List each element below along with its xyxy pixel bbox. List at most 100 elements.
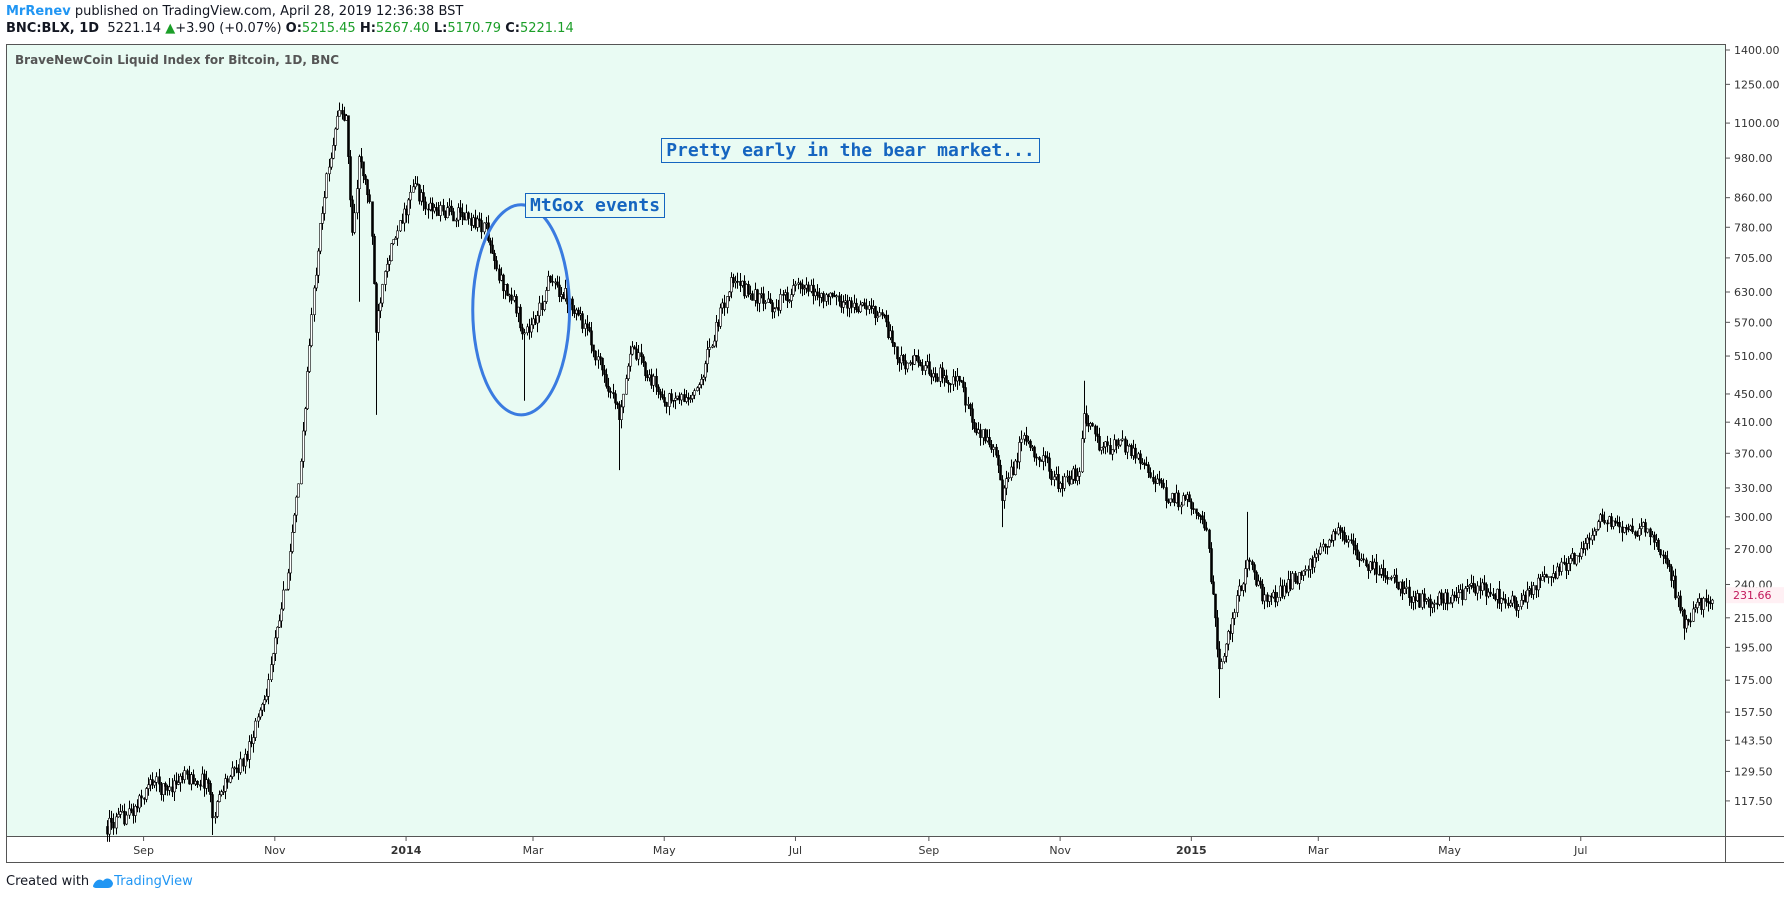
current-price-text: 231.66: [1733, 589, 1772, 602]
price-tick-label: 270.00: [1734, 543, 1773, 556]
candle: [715, 315, 718, 348]
candle: [519, 304, 522, 332]
candle: [1307, 565, 1310, 578]
candle: [1618, 516, 1621, 534]
candle: [1048, 452, 1051, 479]
candle: [1248, 557, 1251, 571]
candle: [1195, 508, 1198, 520]
candle: [1547, 576, 1550, 584]
candle: [1423, 588, 1426, 609]
candle: [216, 800, 219, 819]
candle: [1537, 573, 1540, 598]
candle: [399, 220, 402, 232]
candle: [130, 803, 133, 814]
candle: [313, 285, 316, 322]
candle: [498, 264, 501, 284]
candle: [424, 196, 427, 216]
candle: [1603, 511, 1606, 525]
candle: [1124, 436, 1127, 455]
candle: [893, 341, 896, 355]
candle: [1261, 579, 1264, 605]
high-value: 5267.40: [375, 21, 430, 36]
candle: [1694, 604, 1697, 613]
candle: [1625, 524, 1628, 536]
candle: [162, 783, 165, 802]
candle: [373, 233, 376, 285]
candle: [921, 359, 924, 376]
candle: [1253, 562, 1256, 580]
candle: [366, 178, 369, 204]
candle: [1513, 595, 1516, 609]
candle: [274, 630, 277, 661]
candle: [125, 811, 128, 826]
candle: [461, 203, 464, 226]
candle: [558, 276, 561, 303]
change-value: +3.90 (+0.07%): [175, 21, 282, 36]
candle: [244, 748, 247, 774]
candle: [1679, 590, 1682, 614]
candle: [293, 513, 296, 533]
candle: [1449, 596, 1452, 605]
candle: [1244, 560, 1247, 593]
candle: [224, 773, 227, 800]
candle: [1438, 590, 1441, 607]
candle: [1696, 598, 1699, 614]
candle: [1687, 618, 1690, 626]
candle: [644, 361, 647, 382]
candle: [979, 423, 982, 446]
candle: [1408, 580, 1411, 606]
annotation-mtgox[interactable]: MtGox events: [524, 192, 666, 218]
tradingview-link[interactable]: TradingView: [92, 874, 193, 889]
candle: [947, 379, 950, 393]
up-arrow-icon: ▲: [165, 21, 176, 36]
candle: [1143, 459, 1146, 470]
candle: [263, 695, 266, 712]
candle: [261, 702, 264, 717]
candle: [134, 804, 137, 823]
candle: [491, 237, 494, 254]
candle: [1020, 430, 1023, 452]
candle: [771, 300, 774, 319]
plot-area[interactable]: [6, 44, 1726, 837]
candle: [478, 212, 481, 228]
candle: [341, 103, 344, 120]
price-axis: 1400.00 1250.00 1100.00 980.00 860.00 780.00 7…: [1725, 44, 1780, 808]
candle: [786, 286, 789, 309]
candle: [936, 373, 939, 383]
candle: [995, 444, 998, 458]
candle: [551, 274, 554, 287]
candle: [863, 298, 866, 309]
author-link[interactable]: MrRenev: [6, 4, 71, 19]
candle: [403, 202, 406, 232]
candle: [1046, 451, 1049, 464]
candle: [1038, 456, 1041, 468]
candle: [708, 338, 711, 358]
candle: [1208, 528, 1211, 553]
candle: [1642, 521, 1645, 527]
candle: [799, 280, 802, 294]
candle: [1007, 472, 1010, 483]
candle: [523, 328, 526, 401]
candle: [1451, 588, 1454, 608]
candle: [1160, 478, 1163, 489]
candle: [616, 401, 619, 409]
candle: [390, 243, 393, 262]
candle: [792, 278, 795, 297]
annotation-bear-market[interactable]: Pretty early in the bear market...: [661, 137, 1040, 163]
price-tick-label: 705.00: [1734, 252, 1773, 265]
candle: [1231, 612, 1234, 643]
candle: [1147, 461, 1150, 479]
candle: [1074, 464, 1077, 484]
candle: [108, 809, 111, 842]
candle: [732, 273, 735, 288]
published-text: published on TradingView.com, April 28, …: [74, 4, 464, 19]
candle: [1341, 527, 1344, 542]
candle: [164, 781, 167, 796]
candle: [231, 761, 234, 780]
time-tick-label: Mar: [1308, 844, 1329, 857]
time-tick-label: Sep: [918, 844, 939, 857]
candle: [586, 315, 589, 336]
candle: [289, 543, 292, 581]
candle: [1597, 519, 1600, 531]
